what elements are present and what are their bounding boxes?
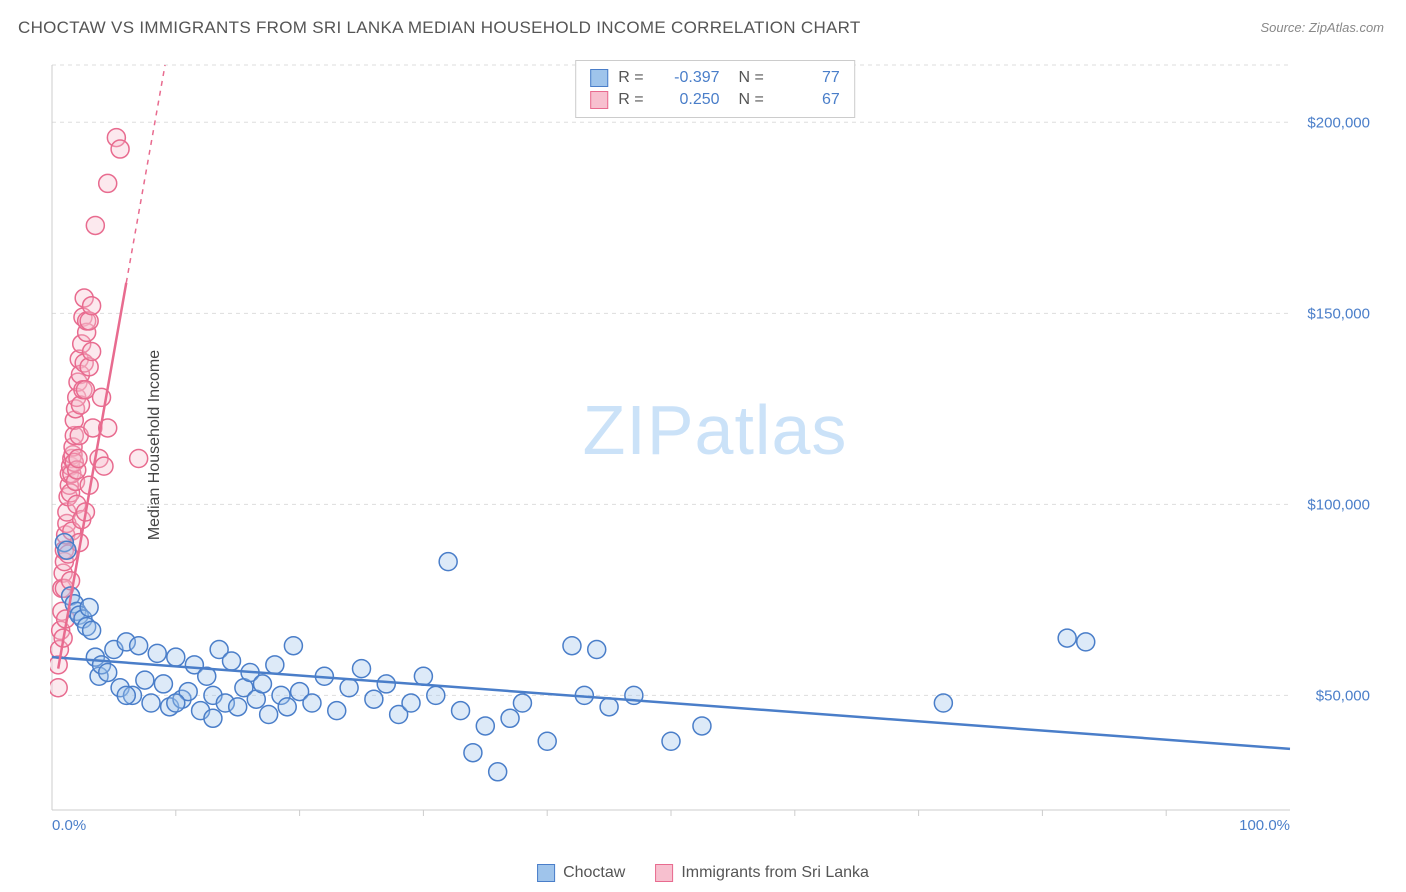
stat-n-srilanka: 67: [774, 91, 840, 109]
chart-title: CHOCTAW VS IMMIGRANTS FROM SRI LANKA MED…: [18, 18, 861, 38]
legend: Choctaw Immigrants from Sri Lanka: [537, 864, 869, 882]
svg-text:100.0%: 100.0%: [1239, 817, 1290, 830]
stat-n-label: N =: [730, 69, 764, 87]
stats-row-srilanka: R = 0.250 N = 67: [590, 89, 840, 111]
legend-swatch-choctaw: [537, 864, 555, 882]
legend-item-choctaw: Choctaw: [537, 864, 625, 882]
stats-box: R = -0.397 N = 77 R = 0.250 N = 67: [575, 60, 855, 118]
source-label: Source: ZipAtlas.com: [1260, 20, 1384, 35]
svg-text:$200,000: $200,000: [1307, 114, 1370, 131]
svg-text:0.0%: 0.0%: [52, 817, 86, 830]
legend-swatch-srilanka: [655, 864, 673, 882]
legend-label-srilanka: Immigrants from Sri Lanka: [681, 864, 869, 882]
chart-svg: $50,000 $100,000 $150,000 $200,000 0.0% 100.0…: [50, 60, 1380, 830]
stat-r-label: R =: [618, 69, 643, 87]
plot-area: Median Household Income ZIPatlas $50,000…: [50, 60, 1380, 830]
stat-n-label: N =: [730, 91, 764, 109]
swatch-choctaw: [590, 69, 608, 87]
stat-r-choctaw: -0.397: [654, 69, 720, 87]
svg-text:$50,000: $50,000: [1316, 687, 1370, 704]
swatch-srilanka: [590, 91, 608, 109]
stat-r-srilanka: 0.250: [654, 91, 720, 109]
svg-text:$150,000: $150,000: [1307, 305, 1370, 322]
legend-label-choctaw: Choctaw: [563, 864, 625, 882]
stat-r-label: R =: [618, 91, 643, 109]
legend-item-srilanka: Immigrants from Sri Lanka: [655, 864, 869, 882]
stat-n-choctaw: 77: [774, 69, 840, 87]
svg-text:$100,000: $100,000: [1307, 496, 1370, 513]
stats-row-choctaw: R = -0.397 N = 77: [590, 67, 840, 89]
